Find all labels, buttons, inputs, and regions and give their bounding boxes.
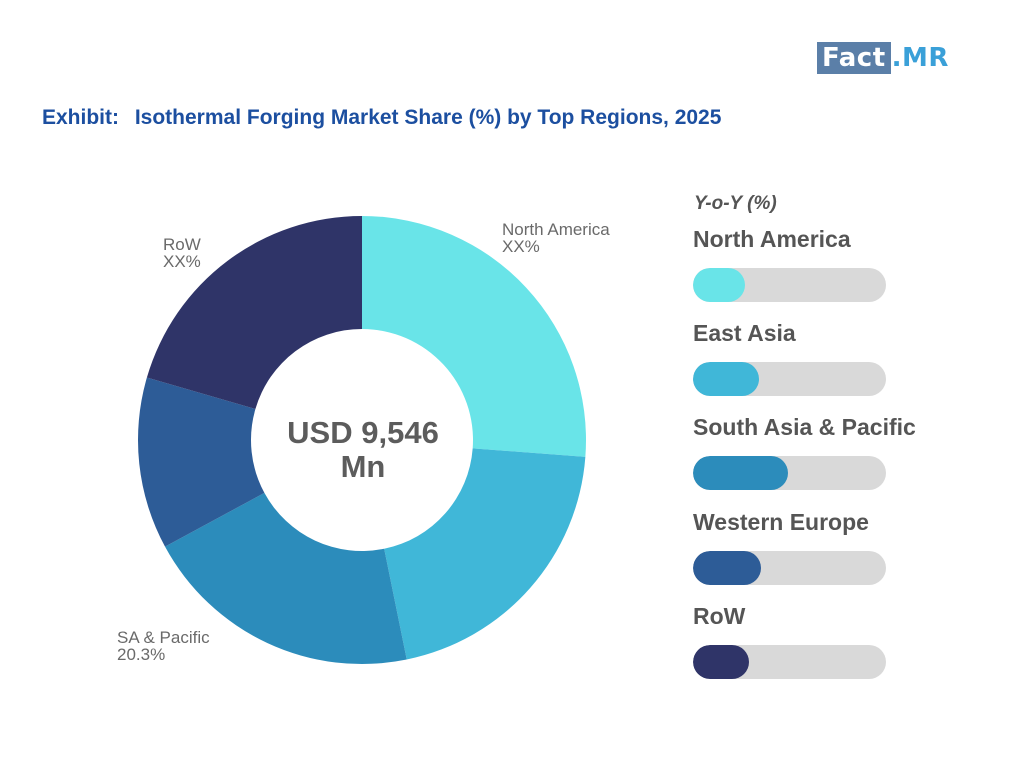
donut-slice-row xyxy=(146,216,362,410)
factmr-logo: Fact .MR xyxy=(817,42,949,74)
bar-track xyxy=(693,645,886,679)
bar-fill xyxy=(693,551,761,585)
slice-label-sa-pacific: SA & Pacific 20.3% xyxy=(117,629,210,663)
donut-center-label: USD 9,546 Mn xyxy=(262,416,464,484)
donut-slice-east-asia xyxy=(384,448,586,660)
logo-boxed-text: Fact xyxy=(817,42,891,74)
donut-slice-sa-pacific xyxy=(165,492,407,665)
bar-label: Western Europe xyxy=(693,509,869,535)
bar-row-east-asia: East Asia xyxy=(693,320,933,396)
slice-value: XX% xyxy=(502,237,540,256)
slice-name: SA & Pacific xyxy=(117,628,210,647)
slice-label-row: RoW XX% xyxy=(163,236,201,270)
bar-label: East Asia xyxy=(693,320,796,346)
slice-value: XX% xyxy=(163,252,201,271)
slice-value: 20.3% xyxy=(117,645,166,664)
slice-name: North America xyxy=(502,220,610,239)
chart-title: Isothermal Forging Market Share (%) by T… xyxy=(134,106,722,129)
bar-row-south-asia-pacific: South Asia & Pacific xyxy=(693,414,933,490)
donut-slice-north-america xyxy=(362,216,586,457)
bar-row-north-america: North America xyxy=(693,226,933,302)
exhibit-label: Exhibit: xyxy=(42,106,119,129)
bar-row-row: RoW xyxy=(693,603,933,679)
exhibit-title-row: Exhibit: Isothermal Forging Market Share… xyxy=(42,106,721,130)
center-value: USD 9,546 xyxy=(287,415,439,450)
bar-fill xyxy=(693,645,749,679)
bar-fill xyxy=(693,456,788,490)
bar-fill xyxy=(693,268,746,302)
bar-label: North America xyxy=(693,226,851,252)
bar-fill xyxy=(693,362,759,396)
bar-track xyxy=(693,456,886,490)
bar-track xyxy=(693,268,886,302)
bar-row-western-europe: Western Europe xyxy=(693,509,933,585)
slice-label-north-america: North America XX% xyxy=(502,221,610,255)
logo-rest-text: .MR xyxy=(891,43,949,73)
center-unit: Mn xyxy=(340,449,386,484)
bar-label: South Asia & Pacific xyxy=(693,414,916,440)
yoy-title: Y-o-Y (%) xyxy=(694,193,777,214)
bar-track xyxy=(693,551,886,585)
slice-name: RoW xyxy=(163,235,201,254)
bar-label: RoW xyxy=(693,603,746,629)
donut-slice-western-europe xyxy=(138,377,265,547)
bar-track xyxy=(693,362,886,396)
